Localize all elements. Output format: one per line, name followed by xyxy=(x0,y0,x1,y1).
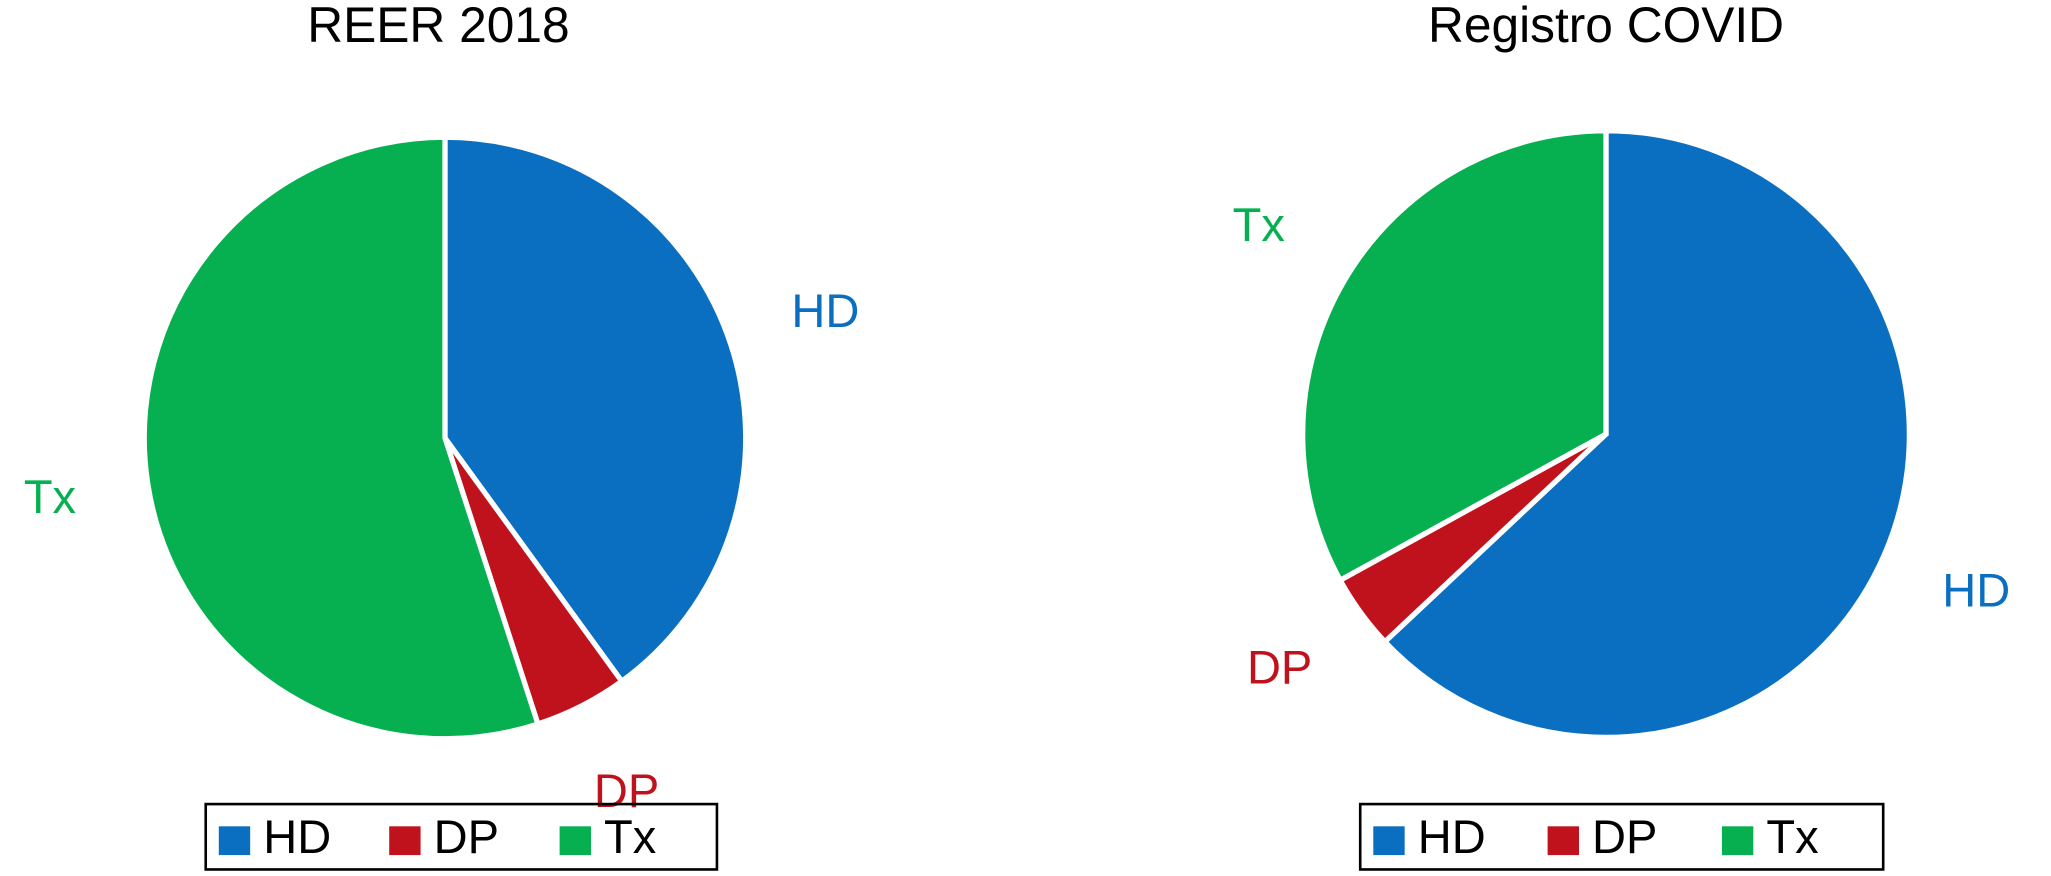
pie-slice xyxy=(1300,128,1609,584)
slice-label: HD xyxy=(1942,564,2010,617)
legend-swatch xyxy=(389,826,421,856)
legend-label: Tx xyxy=(604,810,657,863)
legend-label: HD xyxy=(1418,810,1486,863)
legend-label: HD xyxy=(263,810,331,863)
legend-label: DP xyxy=(1592,810,1657,863)
slice-label: DP xyxy=(594,764,659,817)
chart-title: REER 2018 xyxy=(307,0,569,53)
legend-swatch xyxy=(1373,826,1405,856)
legend-swatch xyxy=(1721,826,1754,856)
legend-box xyxy=(204,802,719,871)
legend-label: Tx xyxy=(1766,810,1819,863)
pie-slice xyxy=(141,134,542,742)
legend-swatch xyxy=(1547,826,1579,856)
legend-swatch xyxy=(218,826,251,856)
slice-label: Tx xyxy=(1233,198,1286,251)
slice-label: DP xyxy=(1247,641,1312,694)
pie-slice xyxy=(1381,128,1912,741)
legend-label: DP xyxy=(434,810,499,863)
legend-box xyxy=(1358,802,1885,871)
slice-label: HD xyxy=(791,284,859,337)
chart-title: Registro COVID xyxy=(1428,0,1784,53)
pie-slice xyxy=(442,134,749,685)
slice-label: Tx xyxy=(24,470,77,523)
legend-swatch xyxy=(559,826,591,856)
